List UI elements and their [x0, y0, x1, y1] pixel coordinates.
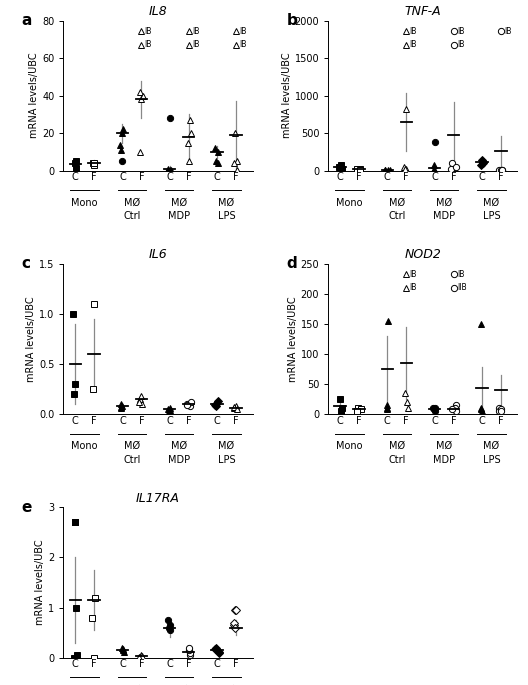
Text: IB: IB: [410, 270, 417, 279]
Y-axis label: mRNA levels/UBC: mRNA levels/UBC: [282, 53, 292, 138]
Title: IL17RA: IL17RA: [136, 492, 180, 505]
Text: Ctrl: Ctrl: [388, 212, 406, 221]
Text: MDP: MDP: [433, 455, 455, 464]
Text: Mono: Mono: [71, 441, 98, 451]
Text: Mono: Mono: [336, 198, 363, 208]
Text: b: b: [287, 13, 297, 28]
Text: IB: IB: [410, 284, 417, 292]
Y-axis label: mRNA levels/UBC: mRNA levels/UBC: [35, 540, 45, 625]
Text: MØ: MØ: [389, 198, 405, 208]
Title: NOD2: NOD2: [404, 249, 441, 262]
Text: MØ: MØ: [483, 441, 499, 451]
Title: TNF-A: TNF-A: [404, 5, 441, 18]
Text: MØ: MØ: [171, 198, 187, 208]
Text: LPS: LPS: [218, 212, 235, 221]
Y-axis label: mRNA levels/UBC: mRNA levels/UBC: [29, 53, 39, 138]
Text: IB: IB: [239, 40, 247, 49]
Title: IL8: IL8: [148, 5, 167, 18]
Y-axis label: mRNA levels/UBC: mRNA levels/UBC: [288, 296, 298, 382]
Text: IB: IB: [457, 270, 464, 279]
Text: IB: IB: [145, 27, 152, 36]
Text: IB: IB: [410, 40, 417, 49]
Text: MØ: MØ: [171, 441, 187, 451]
Text: Ctrl: Ctrl: [388, 455, 406, 464]
Text: IB: IB: [457, 27, 464, 36]
Y-axis label: mRNA levels/UBC: mRNA levels/UBC: [26, 296, 36, 382]
Text: MØ: MØ: [124, 198, 140, 208]
Text: MØ: MØ: [436, 198, 452, 208]
Text: d: d: [287, 256, 297, 271]
Text: IB: IB: [410, 27, 417, 36]
Text: MDP: MDP: [433, 212, 455, 221]
Text: MØ: MØ: [483, 198, 499, 208]
Text: MØ: MØ: [219, 441, 234, 451]
Text: MØ: MØ: [124, 441, 140, 451]
Text: Mono: Mono: [71, 198, 98, 208]
Text: LPS: LPS: [483, 455, 500, 464]
Text: Ctrl: Ctrl: [123, 212, 140, 221]
Text: c: c: [22, 256, 31, 271]
Text: MDP: MDP: [168, 212, 190, 221]
Text: MØ: MØ: [436, 441, 452, 451]
Text: IB: IB: [457, 40, 464, 49]
Text: Mono: Mono: [336, 441, 363, 451]
Text: IB: IB: [192, 27, 200, 36]
Text: IB: IB: [192, 40, 200, 49]
Text: LPS: LPS: [483, 212, 500, 221]
Text: a: a: [22, 13, 32, 28]
Text: MØ: MØ: [389, 441, 405, 451]
Text: Ctrl: Ctrl: [123, 455, 140, 464]
Text: IIB: IIB: [457, 284, 467, 292]
Text: MØ: MØ: [219, 198, 234, 208]
Text: IB: IB: [145, 40, 152, 49]
Text: IB: IB: [239, 27, 247, 36]
Text: e: e: [22, 500, 32, 515]
Title: IL6: IL6: [148, 249, 167, 262]
Text: LPS: LPS: [218, 455, 235, 464]
Text: IB: IB: [504, 27, 512, 36]
Text: MDP: MDP: [168, 455, 190, 464]
